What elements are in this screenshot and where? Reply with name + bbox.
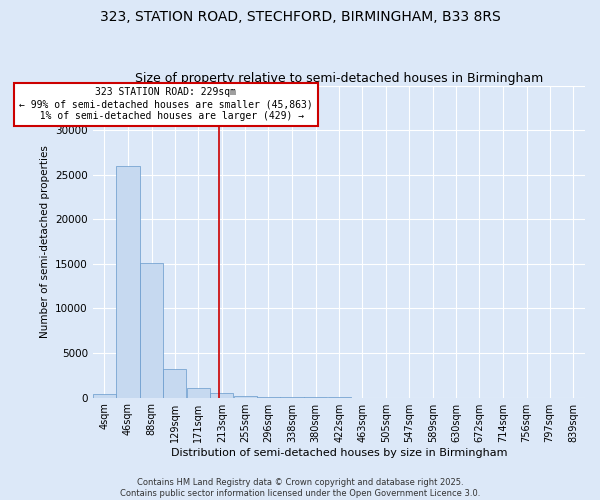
Bar: [116, 166, 140, 398]
Bar: [93, 394, 116, 398]
Bar: [257, 396, 280, 398]
Text: 323, STATION ROAD, STECHFORD, BIRMINGHAM, B33 8RS: 323, STATION ROAD, STECHFORD, BIRMINGHAM…: [100, 10, 500, 24]
X-axis label: Distribution of semi-detached houses by size in Birmingham: Distribution of semi-detached houses by …: [170, 448, 507, 458]
Bar: [210, 393, 233, 398]
Text: 323 STATION ROAD: 229sqm
← 99% of semi-detached houses are smaller (45,863)
  1%: 323 STATION ROAD: 229sqm ← 99% of semi-d…: [19, 88, 313, 120]
Bar: [140, 263, 163, 398]
Bar: [234, 396, 257, 398]
Bar: [187, 388, 210, 398]
Y-axis label: Number of semi-detached properties: Number of semi-detached properties: [40, 145, 50, 338]
Text: Contains HM Land Registry data © Crown copyright and database right 2025.
Contai: Contains HM Land Registry data © Crown c…: [120, 478, 480, 498]
Bar: [163, 369, 186, 398]
Title: Size of property relative to semi-detached houses in Birmingham: Size of property relative to semi-detach…: [135, 72, 543, 85]
